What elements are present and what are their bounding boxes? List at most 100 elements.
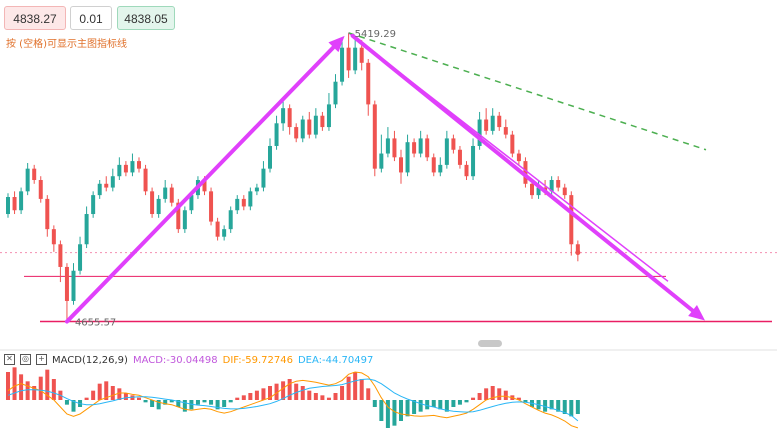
candle-body (516, 153, 521, 162)
macd-hist-bar (235, 397, 240, 400)
candle-body (45, 198, 50, 230)
lot-step-input[interactable]: 0.01 (70, 6, 112, 30)
macd-hist-bar (320, 395, 325, 400)
eye-icon[interactable]: ◎ (20, 354, 31, 365)
candle-body (294, 127, 299, 139)
candle-body (549, 180, 554, 192)
ask-price-box[interactable]: 4838.05 (117, 6, 175, 30)
low-price-label: 4655.57 (75, 318, 116, 329)
candle-body (405, 142, 410, 173)
macd-hist-bar (549, 400, 554, 410)
dashed-resistance-line[interactable] (348, 32, 707, 151)
candle-body (84, 214, 89, 245)
candle-body (130, 161, 135, 173)
candle-body (326, 104, 331, 128)
macd-hist-bar (254, 390, 259, 400)
candle-body (412, 142, 417, 154)
candle-body (6, 197, 10, 215)
candle-body (235, 198, 240, 211)
macd-hist-bar (19, 374, 24, 400)
candle-body (444, 138, 449, 165)
candle-body (202, 180, 207, 192)
candle-body (569, 195, 574, 245)
candle-body (497, 115, 502, 128)
close-icon[interactable]: ✕ (4, 354, 15, 365)
macd-hist-bar (45, 369, 50, 400)
candle-body (307, 119, 312, 135)
candle-body (38, 180, 43, 199)
macd-hist-bar (418, 400, 423, 412)
macd-hist-bar (372, 400, 377, 407)
candle-body (340, 47, 345, 82)
macd-hist-bar (516, 397, 521, 400)
macd-hist-bar (248, 393, 253, 400)
macd-hist-bar (366, 388, 371, 400)
macd-hist-bar (294, 383, 299, 400)
candle-body (222, 229, 227, 237)
candle-body (189, 195, 194, 211)
candle-body (97, 183, 102, 196)
candle-body (431, 157, 436, 173)
candle-body (530, 183, 534, 196)
macd-hist-bar (137, 397, 141, 400)
macd-hist-bar (484, 388, 489, 400)
macd-hist-bar (562, 400, 567, 414)
down-arrow[interactable] (350, 33, 705, 321)
macd-hist-bar (497, 388, 502, 400)
macd-hist-bar (346, 376, 351, 400)
candle-body (274, 123, 279, 146)
candle-body (104, 183, 109, 188)
macd-hist-bar (195, 400, 200, 405)
macd-histogram-group (6, 367, 580, 428)
candle-body (64, 266, 69, 301)
candle-body (228, 210, 233, 230)
candle-body (536, 187, 541, 196)
high-price-label: 5419.29 (355, 29, 396, 40)
candle-body (169, 187, 174, 203)
macd-hist-bar (353, 372, 358, 400)
macd-hist-bar (261, 388, 266, 400)
macd-hist-bar (71, 400, 76, 412)
candle-body (137, 161, 141, 169)
add-icon[interactable]: + (36, 354, 47, 365)
bid-price-box[interactable]: 4838.27 (4, 6, 66, 30)
macd-hist-bar (490, 386, 495, 400)
macd-hist-bar (143, 400, 148, 403)
macd-hist-bar (359, 379, 364, 400)
candle-body (353, 47, 358, 71)
macd-hist-bar (268, 386, 272, 400)
candle-body (457, 149, 462, 165)
macd-hist-bar (222, 400, 227, 407)
candle-body (254, 187, 259, 192)
candle-body (523, 161, 528, 184)
candle-body (123, 164, 128, 173)
macd-hist-bar (300, 386, 305, 400)
candle-body (143, 168, 148, 192)
candle-body (464, 164, 469, 177)
macd-hist-bar (12, 367, 17, 400)
macd-hist-bar (176, 400, 181, 407)
candle-body (209, 191, 214, 222)
up-arrow[interactable] (64, 35, 345, 324)
candle-body (268, 145, 272, 169)
candle-body (451, 138, 456, 150)
candle-body (575, 244, 580, 253)
candle-body (490, 115, 495, 131)
candle-body (12, 197, 17, 211)
macd-legend: ✕ ◎ + MACD(12,26,9) MACD:-30.04498 DIF:-59.72… (4, 354, 378, 366)
candle-body (117, 164, 122, 177)
candle-body (418, 138, 423, 154)
macd-hist-bar (471, 397, 476, 400)
macd-hist-bar (464, 400, 469, 403)
candle-body (359, 47, 364, 63)
macd-hist-bar (425, 400, 430, 410)
candle-body (176, 202, 181, 230)
current-price-marker (575, 250, 581, 256)
macd-hist-bar (281, 381, 286, 400)
candle-body (477, 119, 482, 146)
scroll-handle[interactable] (478, 340, 502, 347)
macd-hist-bar (556, 400, 561, 412)
candle-body (346, 47, 351, 71)
macd-hist-bar (64, 400, 69, 405)
